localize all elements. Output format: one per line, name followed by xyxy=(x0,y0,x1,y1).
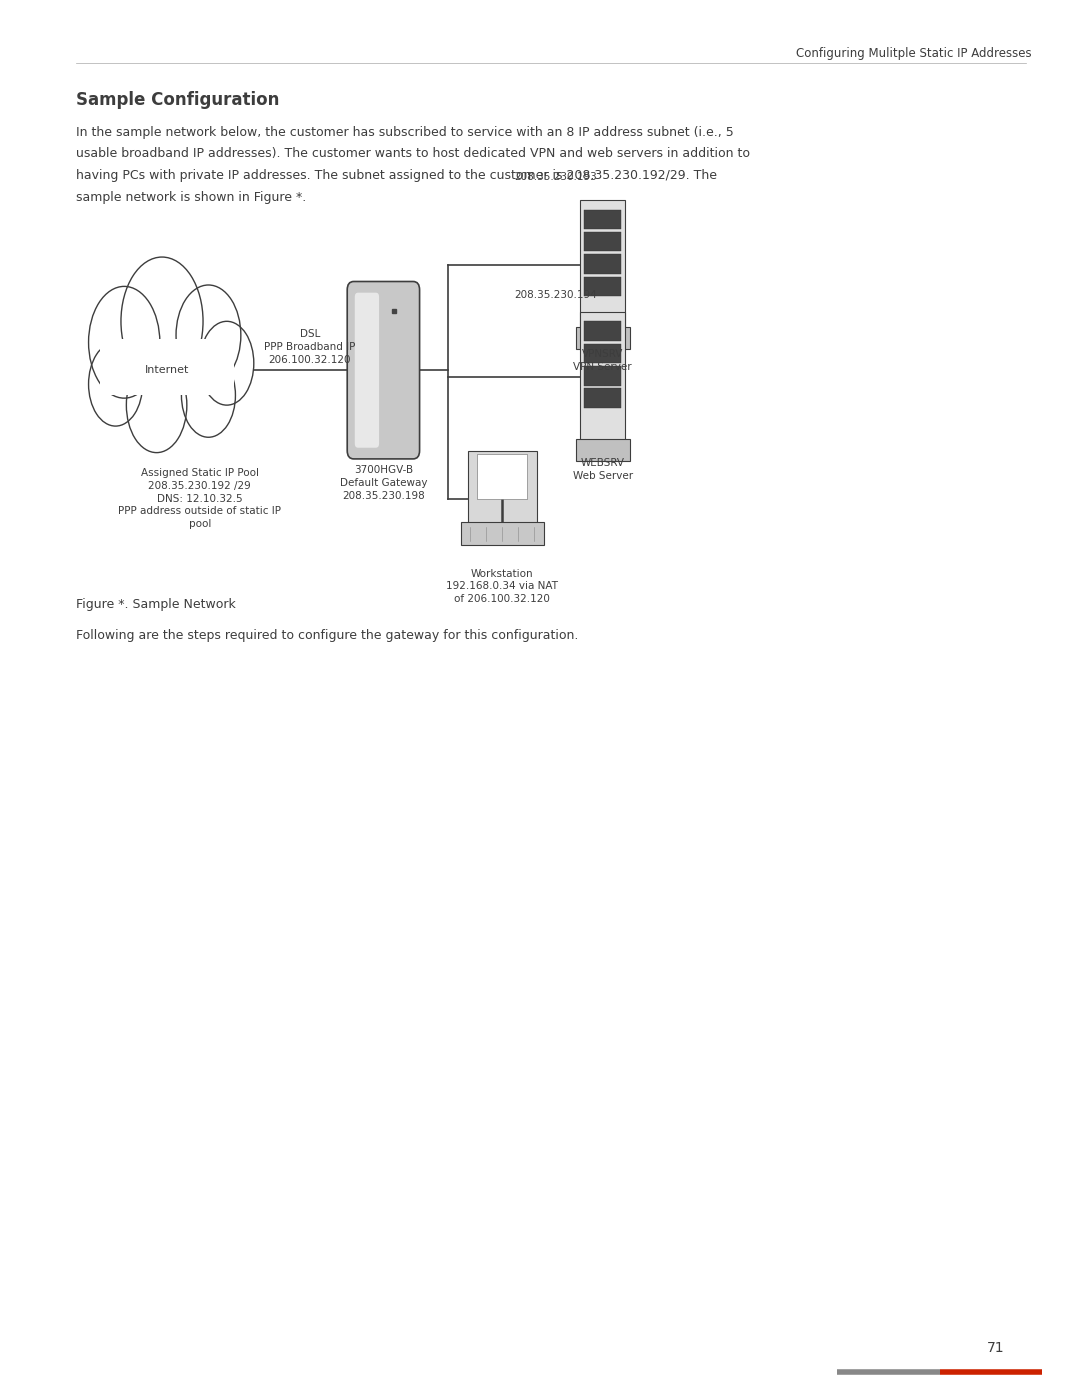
FancyBboxPatch shape xyxy=(584,254,621,274)
FancyBboxPatch shape xyxy=(584,388,621,408)
Text: 208.35.230.194: 208.35.230.194 xyxy=(514,291,597,300)
Ellipse shape xyxy=(126,358,187,453)
Text: usable broadband IP addresses). The customer wants to host dedicated VPN and web: usable broadband IP addresses). The cust… xyxy=(76,147,750,161)
Text: Configuring Mulitple Static IP Addresses: Configuring Mulitple Static IP Addresses xyxy=(796,47,1031,60)
FancyBboxPatch shape xyxy=(348,282,419,458)
FancyBboxPatch shape xyxy=(584,366,621,386)
Text: Following are the steps required to configure the gateway for this configuration: Following are the steps required to conf… xyxy=(76,629,578,641)
Text: Internet: Internet xyxy=(145,365,190,376)
FancyBboxPatch shape xyxy=(576,327,630,349)
Ellipse shape xyxy=(181,353,235,437)
Text: 208.35.230.193: 208.35.230.193 xyxy=(514,172,597,182)
Ellipse shape xyxy=(200,321,254,405)
Text: WEBSRV
Web Server: WEBSRV Web Server xyxy=(572,458,633,481)
FancyBboxPatch shape xyxy=(584,210,621,229)
FancyBboxPatch shape xyxy=(92,335,243,405)
FancyBboxPatch shape xyxy=(584,344,621,363)
Text: DSL
PPP Broadband IP
206.100.32.120: DSL PPP Broadband IP 206.100.32.120 xyxy=(265,330,355,365)
FancyBboxPatch shape xyxy=(468,451,537,524)
FancyBboxPatch shape xyxy=(354,293,379,447)
FancyBboxPatch shape xyxy=(584,232,621,251)
FancyBboxPatch shape xyxy=(580,200,625,331)
FancyBboxPatch shape xyxy=(100,339,234,395)
Text: Figure *. Sample Network: Figure *. Sample Network xyxy=(76,598,235,610)
Text: 71: 71 xyxy=(987,1341,1004,1355)
FancyBboxPatch shape xyxy=(461,522,544,545)
FancyBboxPatch shape xyxy=(584,321,621,341)
Ellipse shape xyxy=(89,342,143,426)
FancyBboxPatch shape xyxy=(584,277,621,296)
Ellipse shape xyxy=(89,286,160,398)
Text: Assigned Static IP Pool
208.35.230.192 /29
DNS: 12.10.32.5
PPP address outside o: Assigned Static IP Pool 208.35.230.192 /… xyxy=(119,468,281,529)
FancyBboxPatch shape xyxy=(580,312,625,443)
Text: VPNSRV
VPN Server: VPNSRV VPN Server xyxy=(573,349,632,372)
Text: 3700HGV-B
Default Gateway
208.35.230.198: 3700HGV-B Default Gateway 208.35.230.198 xyxy=(339,465,428,500)
Text: Workstation
192.168.0.34 via NAT
of 206.100.32.120: Workstation 192.168.0.34 via NAT of 206.… xyxy=(446,569,558,604)
Ellipse shape xyxy=(176,285,241,386)
FancyBboxPatch shape xyxy=(576,439,630,461)
Text: sample network is shown in Figure *.: sample network is shown in Figure *. xyxy=(76,190,306,204)
FancyBboxPatch shape xyxy=(477,454,527,499)
Text: In the sample network below, the customer has subscribed to service with an 8 IP: In the sample network below, the custome… xyxy=(76,126,733,138)
Text: having PCs with private IP addresses. The subnet assigned to the customer is 208: having PCs with private IP addresses. Th… xyxy=(76,169,717,182)
Text: Sample Configuration: Sample Configuration xyxy=(76,91,279,109)
Ellipse shape xyxy=(121,257,203,386)
